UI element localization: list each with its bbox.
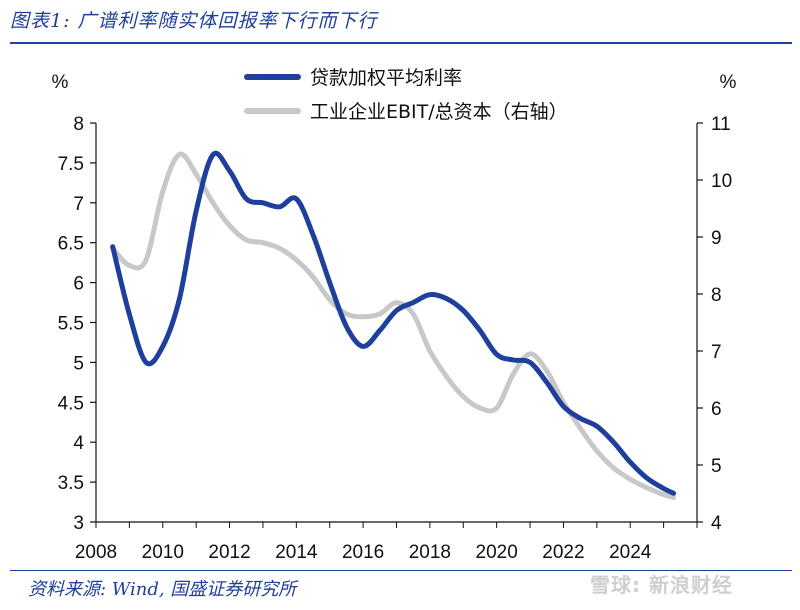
left-tick-label: 5.5: [58, 314, 84, 335]
right-tick-label: 10: [711, 171, 732, 192]
x-tick-label: 2012: [208, 542, 250, 563]
watermark-text: 雪球: 新浪财经: [590, 573, 733, 597]
x-tick-label: 2020: [476, 542, 518, 563]
x-tick-label: 2018: [409, 542, 451, 563]
chart-title: 图表1: 广谱利率随实体回报率下行而下行: [10, 10, 378, 32]
source-note: 资料来源: Wind, 国盛证券研究所: [28, 579, 297, 600]
left-tick-label: 4.5: [58, 393, 84, 414]
right-tick-label: 11: [711, 114, 731, 135]
left-tick-label: 7: [73, 194, 84, 215]
legend-label-loan-rate: 贷款加权平均利率: [310, 67, 462, 89]
left-tick-label: 6.5: [58, 234, 84, 255]
right-axis-unit: %: [720, 72, 737, 93]
right-tick-label: 6: [711, 399, 722, 420]
footer-divider: [10, 570, 792, 571]
x-tick-label: 2024: [609, 542, 652, 563]
x-tick-label: 2016: [342, 542, 384, 563]
left-tick-label: 6: [73, 274, 84, 295]
right-tick-label: 7: [711, 342, 722, 363]
x-tick-label: 2008: [75, 542, 117, 563]
legend-label-ebit-ratio: 工业企业EBIT/总资本（右轴）: [310, 101, 568, 123]
right-tick-label: 9: [711, 228, 722, 249]
right-tick-label: 4: [711, 513, 722, 534]
title-divider: [10, 42, 792, 44]
left-axis-unit: %: [52, 72, 69, 93]
left-tick-label: 3.5: [58, 473, 84, 494]
left-tick-label: 3: [73, 513, 84, 534]
right-tick-label: 5: [711, 456, 722, 477]
series-line-loan-rate: [110, 150, 677, 496]
left-tick-label: 7.5: [58, 154, 84, 175]
x-tick-label: 2022: [542, 542, 584, 563]
series-line-ebit-ratio: [110, 151, 677, 500]
left-tick-label: 4: [73, 433, 84, 454]
left-tick-label: 8: [73, 114, 84, 135]
x-tick-label: 2014: [275, 542, 318, 563]
x-tick-label: 2010: [142, 542, 184, 563]
left-tick-label: 5: [73, 353, 84, 374]
right-tick-label: 8: [711, 285, 722, 306]
